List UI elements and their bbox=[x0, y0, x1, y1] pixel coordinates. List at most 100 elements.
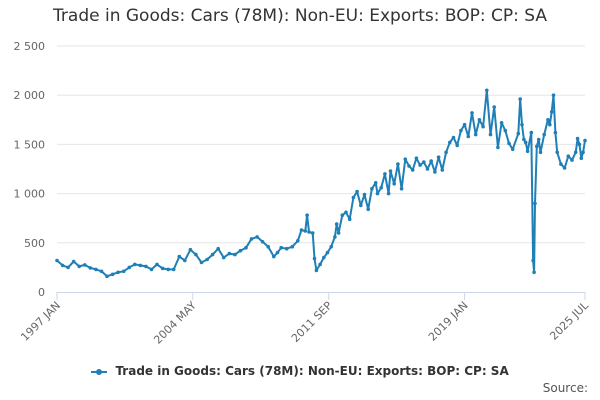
data-point[interactable] bbox=[312, 256, 317, 261]
data-point[interactable] bbox=[386, 191, 391, 196]
data-point[interactable] bbox=[379, 185, 384, 190]
data-point[interactable] bbox=[531, 258, 535, 263]
data-point[interactable] bbox=[284, 246, 289, 251]
data-point[interactable] bbox=[160, 266, 165, 271]
data-point[interactable] bbox=[344, 210, 348, 215]
data-point[interactable] bbox=[548, 122, 552, 127]
data-point[interactable] bbox=[525, 149, 530, 154]
data-point[interactable] bbox=[579, 156, 584, 160]
data-point[interactable] bbox=[205, 257, 209, 262]
data-point[interactable] bbox=[575, 136, 580, 141]
data-point[interactable] bbox=[429, 159, 434, 163]
data-point[interactable] bbox=[510, 147, 515, 152]
data-point[interactable] bbox=[238, 248, 243, 253]
data-point[interactable] bbox=[355, 189, 359, 194]
data-point[interactable] bbox=[507, 141, 511, 146]
data-point[interactable] bbox=[299, 228, 304, 232]
data-point[interactable] bbox=[383, 172, 387, 176]
data-point[interactable] bbox=[570, 158, 574, 162]
data-point[interactable] bbox=[388, 169, 393, 173]
data-point[interactable] bbox=[366, 207, 371, 212]
data-point[interactable] bbox=[459, 128, 463, 133]
data-point[interactable] bbox=[535, 144, 539, 149]
data-point[interactable] bbox=[188, 247, 193, 252]
data-point[interactable] bbox=[66, 265, 70, 270]
data-point[interactable] bbox=[88, 266, 93, 270]
data-point[interactable] bbox=[255, 235, 259, 239]
data-point[interactable] bbox=[440, 168, 445, 172]
data-point[interactable] bbox=[499, 121, 504, 125]
data-point[interactable] bbox=[451, 135, 456, 140]
data-point[interactable] bbox=[520, 122, 524, 127]
data-point[interactable] bbox=[542, 132, 546, 137]
data-point[interactable] bbox=[216, 246, 220, 251]
data-point[interactable] bbox=[433, 170, 437, 174]
data-point[interactable] bbox=[410, 168, 415, 172]
data-point[interactable] bbox=[470, 111, 474, 115]
data-point[interactable] bbox=[496, 145, 500, 150]
data-point[interactable] bbox=[448, 140, 452, 145]
data-point[interactable] bbox=[407, 164, 411, 168]
data-point[interactable] bbox=[314, 268, 319, 273]
data-point[interactable] bbox=[77, 264, 81, 269]
data-point[interactable] bbox=[333, 235, 337, 239]
data-point[interactable] bbox=[392, 182, 397, 186]
data-point[interactable] bbox=[477, 118, 482, 122]
data-point[interactable] bbox=[71, 259, 76, 264]
data-point[interactable] bbox=[272, 254, 276, 259]
data-point[interactable] bbox=[362, 192, 367, 197]
data-point[interactable] bbox=[533, 201, 537, 206]
data-point[interactable] bbox=[60, 263, 65, 268]
data-point[interactable] bbox=[244, 245, 248, 250]
data-point[interactable] bbox=[290, 244, 295, 249]
data-point[interactable] bbox=[436, 155, 441, 159]
data-point[interactable] bbox=[99, 269, 104, 274]
data-point[interactable] bbox=[279, 245, 284, 250]
data-point[interactable] bbox=[260, 240, 265, 244]
data-point[interactable] bbox=[583, 138, 587, 143]
data-point[interactable] bbox=[481, 124, 485, 129]
data-point[interactable] bbox=[166, 267, 170, 272]
data-point[interactable] bbox=[329, 244, 334, 249]
data-point[interactable] bbox=[155, 262, 159, 267]
data-point[interactable] bbox=[210, 252, 215, 257]
data-point[interactable] bbox=[121, 269, 126, 274]
data-point[interactable] bbox=[553, 130, 558, 135]
data-point[interactable] bbox=[183, 258, 187, 263]
data-point[interactable] bbox=[340, 213, 345, 217]
data-point[interactable] bbox=[522, 137, 526, 142]
data-point[interactable] bbox=[149, 267, 154, 272]
data-point[interactable] bbox=[538, 150, 543, 155]
data-point[interactable] bbox=[110, 272, 115, 277]
data-point[interactable] bbox=[325, 250, 330, 255]
data-point[interactable] bbox=[516, 131, 521, 136]
data-point[interactable] bbox=[581, 150, 585, 155]
data-point[interactable] bbox=[523, 140, 528, 145]
data-point[interactable] bbox=[532, 270, 536, 275]
data-point[interactable] bbox=[127, 265, 132, 270]
data-point[interactable] bbox=[370, 186, 374, 191]
data-point[interactable] bbox=[334, 222, 339, 226]
data-point[interactable] bbox=[233, 252, 237, 257]
data-point[interactable] bbox=[133, 262, 137, 267]
data-point[interactable] bbox=[425, 167, 430, 171]
data-point[interactable] bbox=[266, 244, 271, 249]
data-point[interactable] bbox=[536, 137, 541, 142]
data-point[interactable] bbox=[518, 97, 522, 101]
data-point[interactable] bbox=[396, 162, 400, 166]
data-point[interactable] bbox=[318, 262, 322, 267]
data-point[interactable] bbox=[577, 142, 582, 147]
data-point[interactable] bbox=[322, 255, 326, 260]
data-point[interactable] bbox=[455, 143, 460, 148]
data-point[interactable] bbox=[473, 132, 478, 137]
data-point[interactable] bbox=[549, 110, 554, 114]
data-point[interactable] bbox=[359, 203, 363, 208]
data-point[interactable] bbox=[94, 267, 98, 272]
data-point[interactable] bbox=[566, 154, 571, 158]
data-point[interactable] bbox=[492, 105, 497, 109]
data-point[interactable] bbox=[555, 150, 559, 155]
data-point[interactable] bbox=[551, 93, 556, 97]
data-point[interactable] bbox=[307, 230, 311, 234]
data-point[interactable] bbox=[336, 231, 341, 235]
data-point[interactable] bbox=[559, 162, 563, 166]
